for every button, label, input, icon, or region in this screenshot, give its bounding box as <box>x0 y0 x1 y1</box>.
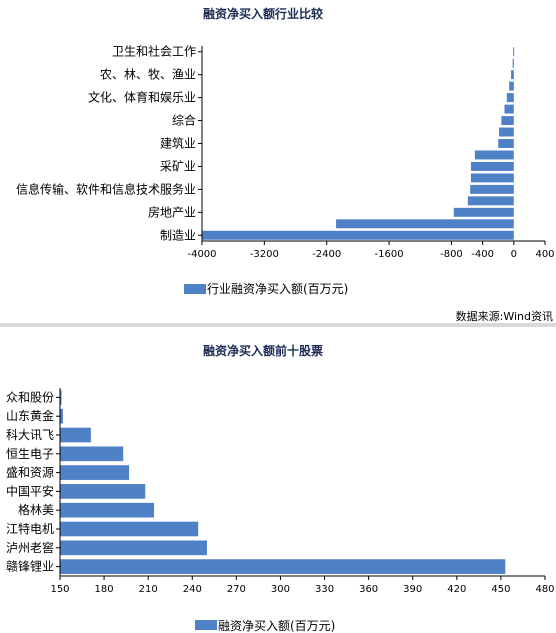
industry-category-labels: 制造业 房地产业 信息传输、软件和信息技术服务业 采矿业 建筑业 综合 文化、体育和娱乐业 农… <box>16 44 196 243</box>
x-tick-label: 450 <box>491 584 510 595</box>
stock-chart: 融资净买入额前十股票 赣锋锂业 泸州老窖 江特电机 格林美 中国平安 盛和资源 恒生电子 科大… <box>6 343 555 633</box>
x-tick-label: 390 <box>403 584 422 595</box>
bar-17 <box>513 47 515 57</box>
x-tick-label: 420 <box>447 584 466 595</box>
bar-10 <box>499 127 514 137</box>
category-label: 采矿业 <box>160 159 196 173</box>
category-label: 制造业 <box>160 228 196 242</box>
stock-chart-title: 融资净买入额前十股票 <box>203 343 323 358</box>
category-label: 江特电机 <box>6 521 54 536</box>
x-tick-label: 270 <box>227 584 246 595</box>
bar-16 <box>512 58 514 68</box>
industry-legend: 行业融资净买入额(百万元) <box>184 282 348 296</box>
bar-4 <box>60 502 155 518</box>
stock-category-labels: 赣锋锂业 泸州老窖 江特电机 格林美 中国平安 盛和资源 恒生电子 科大讯飞 山东黄金 众和股份 <box>6 390 54 573</box>
bar-12 <box>504 104 514 114</box>
category-label: 赣锋锂业 <box>6 559 54 574</box>
bar-1 <box>60 559 506 574</box>
category-label: 山东黄金 <box>6 408 54 423</box>
bar-10 <box>60 390 62 405</box>
x-tick-label: 360 <box>359 584 378 595</box>
x-tick-label: 480 <box>535 584 554 595</box>
category-label: 恒生电子 <box>6 447 54 461</box>
category-label: 卫生和社会工作 <box>112 44 196 59</box>
x-tick-label: 210 <box>139 584 158 595</box>
bar-13 <box>506 93 514 103</box>
x-tick-label: 400 <box>535 249 554 260</box>
x-tick-label: -4000 <box>187 249 216 260</box>
bar-1 <box>202 230 514 240</box>
industry-legend-swatch <box>184 284 206 294</box>
category-label: 房地产业 <box>148 204 196 219</box>
bar-9 <box>498 139 514 148</box>
bar-7 <box>60 446 124 462</box>
industry-axes <box>198 46 546 245</box>
industry-chart-title: 融资净买入额行业比较 <box>203 6 323 21</box>
category-label: 综合 <box>172 113 196 128</box>
bar-6 <box>60 465 130 480</box>
bar-8 <box>60 427 91 443</box>
bar-6 <box>470 173 514 183</box>
x-tick-label: 330 <box>315 584 334 595</box>
stock-bars <box>60 390 506 574</box>
category-label: 格林美 <box>18 502 54 517</box>
stock-legend: 融资净买入额(百万元) <box>195 619 335 633</box>
industry-legend-label: 行业融资净买入额(百万元) <box>207 282 348 296</box>
category-label: 建筑业 <box>160 136 196 151</box>
category-label: 中国平安 <box>6 483 54 498</box>
x-tick-label: 150 <box>50 584 69 595</box>
bar-9 <box>60 408 63 424</box>
x-tick-label: -1600 <box>375 249 404 260</box>
data-source-label: 数据来源:Wind资讯 <box>456 309 553 323</box>
bar-14 <box>509 81 514 91</box>
bar-3 <box>453 207 514 217</box>
bar-11 <box>501 116 514 126</box>
stock-axes <box>56 388 546 580</box>
category-label: 科大讯飞 <box>6 428 54 442</box>
stock-legend-label: 融资净买入额(百万元) <box>218 619 335 633</box>
x-tick-label: 0 <box>511 249 517 260</box>
x-tick-label: 240 <box>183 584 202 595</box>
x-tick-label: -800 <box>440 249 463 260</box>
bar-5 <box>60 484 146 499</box>
x-tick-label: 300 <box>271 584 290 595</box>
bar-15 <box>511 70 514 80</box>
industry-bars <box>202 47 515 240</box>
section-divider <box>0 323 556 327</box>
bar-4 <box>467 196 514 206</box>
bar-8 <box>474 150 514 160</box>
stock-tick-labels: 150 180 210 240 270 300 330 360 390 420 450 480 <box>50 584 554 595</box>
category-label: 信息传输、软件和信息技术服务业 <box>16 181 196 196</box>
x-tick-label: -400 <box>471 249 494 260</box>
bar-5 <box>470 184 514 194</box>
bar-3 <box>60 521 199 537</box>
bar-2 <box>60 540 207 556</box>
category-label: 众和股份 <box>6 390 54 404</box>
category-label: 农、林、牧、渔业 <box>100 68 196 82</box>
industry-tick-labels: -4000 -3200 -2400 -1600 -800 -400 0 400 <box>187 249 554 260</box>
stock-legend-swatch <box>195 620 217 630</box>
industry-chart: 融资净买入额行业比较 制造业 房地产业 信息传输、软件和信息技术服务业 采矿业 建筑业 综… <box>16 6 555 296</box>
x-tick-label: 180 <box>95 584 114 595</box>
category-label: 盛和资源 <box>6 465 54 480</box>
category-label: 文化、体育和娱乐业 <box>88 90 196 105</box>
bar-2 <box>336 219 514 229</box>
x-tick-label: -2400 <box>312 249 341 260</box>
category-label: 泸州老窖 <box>6 540 54 555</box>
x-tick-label: -3200 <box>250 249 279 260</box>
bar-7 <box>470 161 514 171</box>
